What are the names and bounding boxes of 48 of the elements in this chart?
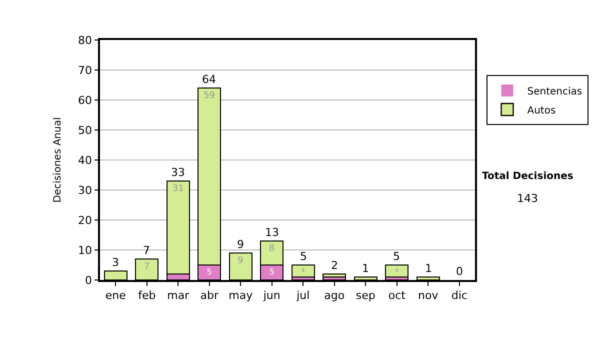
data-label: 9 bbox=[238, 256, 244, 266]
y-tick-label: 70 bbox=[78, 64, 92, 77]
text: Total Decisiones bbox=[482, 171, 574, 182]
total-label: 0 bbox=[456, 265, 463, 278]
y-tick-label: 0 bbox=[85, 274, 92, 287]
x-tick-label: jul bbox=[296, 288, 310, 302]
x-tick-label: abr bbox=[200, 288, 219, 302]
total-label: 5 bbox=[300, 250, 307, 263]
x-tick-label: mar bbox=[167, 288, 190, 302]
text: 143 bbox=[517, 192, 538, 205]
bar bbox=[322, 273, 346, 278]
y-tick-label: 50 bbox=[78, 124, 92, 137]
data-label: 7 bbox=[144, 262, 150, 272]
total-label: 1 bbox=[362, 262, 369, 275]
data-label: 8 bbox=[268, 244, 275, 254]
total-label: 7 bbox=[143, 244, 150, 257]
data-label: 5 bbox=[269, 266, 274, 276]
bar bbox=[385, 264, 409, 278]
x-tick-label: ago bbox=[324, 288, 345, 302]
x-tick-label: may bbox=[228, 288, 254, 302]
legend-label: Sentencias bbox=[527, 86, 582, 98]
x-tick-label: feb bbox=[138, 288, 156, 302]
total-label: 2 bbox=[331, 259, 338, 272]
y-tick-label: 30 bbox=[78, 184, 92, 197]
y-tick-label: 60 bbox=[78, 94, 92, 107]
x-tick-label: sep bbox=[356, 288, 376, 302]
total-label: 3 bbox=[112, 256, 119, 269]
y-tick-label: 20 bbox=[78, 214, 92, 227]
data-label: 5 bbox=[206, 266, 212, 276]
total-label: 33 bbox=[171, 166, 185, 179]
x-tick-label: oct bbox=[388, 288, 406, 302]
x-tick-label: dic bbox=[451, 288, 468, 302]
data-label: 59 bbox=[204, 91, 216, 101]
data-label: 31 bbox=[172, 184, 184, 194]
y-tick-label: 10 bbox=[78, 244, 92, 257]
total-label: 64 bbox=[202, 73, 216, 86]
x-tick-label: jun bbox=[262, 288, 280, 302]
x-tick-label: ene bbox=[105, 288, 126, 302]
y-tick-label: 40 bbox=[78, 154, 92, 167]
x-tick-label: nov bbox=[418, 288, 439, 302]
total-label: 13 bbox=[265, 226, 279, 239]
y-axis-title: Decisiones Anual bbox=[52, 117, 64, 203]
legend-label: Autos bbox=[527, 105, 556, 116]
total-label: 9 bbox=[237, 238, 244, 251]
bar bbox=[291, 264, 315, 278]
y-tick-label: 80 bbox=[78, 34, 92, 47]
total-label: 5 bbox=[393, 250, 400, 263]
total-label: 1 bbox=[425, 262, 432, 275]
